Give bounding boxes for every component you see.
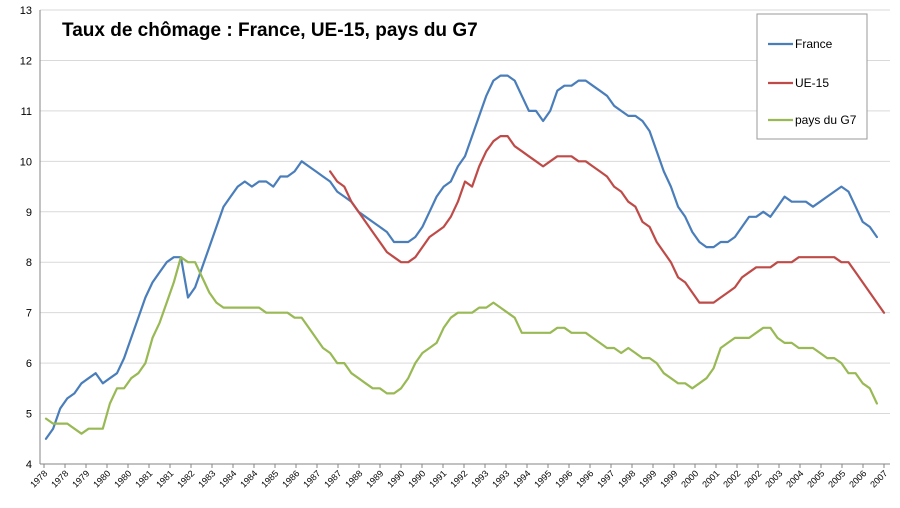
x-tick-label: 1985 (259, 468, 280, 489)
x-tick-label: 2004 (784, 468, 805, 489)
x-tick-label: 2002 (721, 468, 742, 489)
x-tick-label: 1987 (301, 468, 322, 489)
axes (39, 10, 890, 465)
x-tick-label: 2002 (742, 468, 763, 489)
x-tick-label: 1996 (574, 468, 595, 489)
series-line-france (44, 74, 879, 440)
x-tick-label: 1984 (238, 468, 259, 489)
x-tick-label: 2007 (868, 468, 889, 489)
x-tick-label: 1983 (196, 468, 217, 489)
x-tick-label: 1980 (91, 468, 112, 489)
x-tick-label: 1978 (49, 468, 70, 489)
legend-label-france: France (795, 37, 833, 51)
x-tick-label: 1979 (70, 468, 91, 489)
x-tick-label: 1987 (322, 468, 343, 489)
x-tick-label: 1991 (427, 468, 448, 489)
x-tick-label: 1980 (112, 468, 133, 489)
x-tick-label: 1982 (175, 468, 196, 489)
y-tick-label: 11 (21, 106, 32, 118)
series-line-ue-15 (329, 135, 886, 314)
x-tick-label: 1995 (532, 468, 553, 489)
y-tick-label: 12 (20, 55, 32, 67)
x-tick-label: 2003 (763, 468, 784, 489)
y-tick-label: 4 (26, 459, 32, 471)
x-tick-label: 1993 (490, 468, 511, 489)
y-tick-label: 8 (26, 257, 32, 269)
y-tick-label: 10 (20, 156, 32, 168)
x-tick-label: 1981 (154, 468, 175, 489)
x-tick-label: 1978 (28, 468, 49, 489)
x-tick-label: 2000 (679, 468, 700, 489)
y-tick-label: 7 (26, 308, 32, 320)
x-tick-label: 2001 (700, 468, 721, 489)
x-tick-label: 1993 (469, 468, 490, 489)
x-tick-label: 1997 (595, 468, 616, 489)
y-tick-label: 13 (20, 5, 32, 17)
x-tick-label: 1981 (133, 468, 154, 489)
grid-lines (40, 9, 890, 465)
x-tick-label: 1996 (553, 468, 574, 489)
legend-label-ue15: UE-15 (795, 76, 829, 90)
x-tick-label: 1990 (385, 468, 406, 489)
x-tick-labels: 1978 1978 1979 1980 1980 1981 1981 1982 1983 1984… (28, 464, 889, 490)
x-tick-label: 1998 (616, 468, 637, 489)
y-tick-labels: 4 5 6 7 8 9 10 11 12 13 (20, 5, 32, 471)
x-tick-label: 1994 (511, 468, 532, 489)
x-tick-label: 1988 (343, 468, 364, 489)
legend-box (756, 13, 868, 140)
x-tick-label: 2005 (805, 468, 826, 489)
x-tick-label: 1999 (658, 468, 679, 489)
x-tick-label: 1989 (364, 468, 385, 489)
series-lines (44, 74, 886, 440)
x-tick-label: 2006 (847, 468, 868, 489)
series-line-pays-du-g7 (44, 256, 879, 435)
y-tick-label: 6 (26, 358, 32, 370)
y-tick-label: 9 (26, 207, 32, 219)
y-tick-label: 5 (26, 409, 32, 421)
legend-label-g7: pays du G7 (795, 113, 857, 127)
x-tick-label: 2005 (826, 468, 847, 489)
x-tick-label: 1992 (448, 468, 469, 489)
x-tick-label: 1986 (280, 468, 301, 489)
chart-title: Taux de chômage : France, UE-15, pays du… (62, 20, 478, 41)
legend: France UE-15 pays du G7 (756, 13, 868, 140)
x-tick-label: 1990 (406, 468, 427, 489)
x-tick-label: 1999 (637, 468, 658, 489)
x-tick-label: 1984 (217, 468, 238, 489)
